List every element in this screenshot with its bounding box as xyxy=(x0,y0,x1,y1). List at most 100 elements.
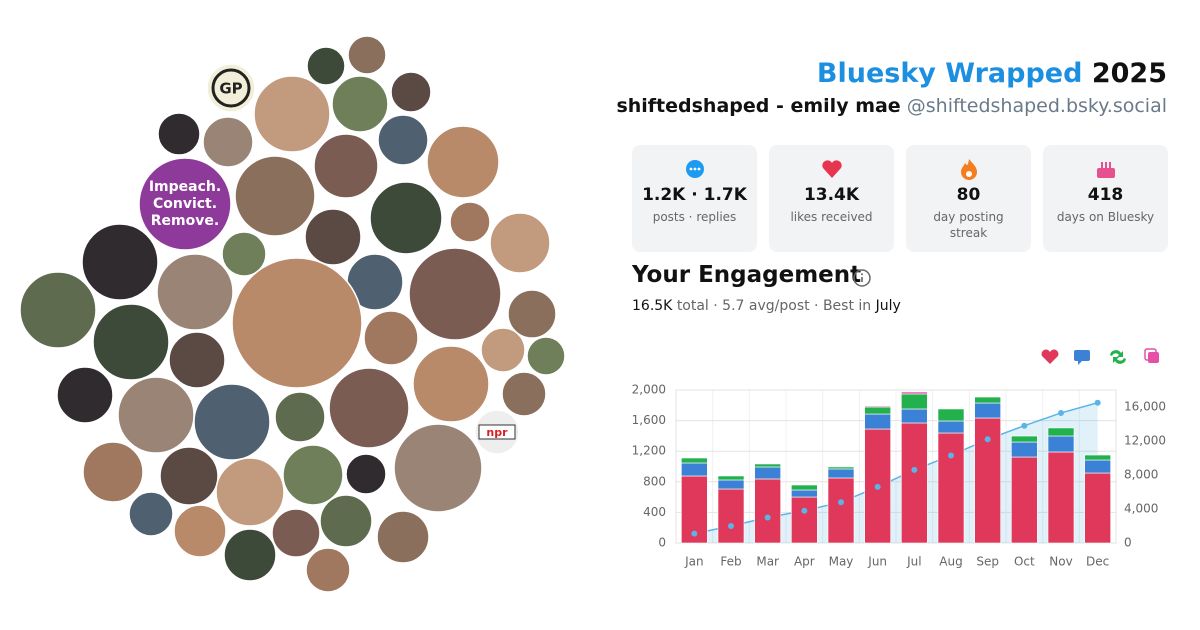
bar-segment xyxy=(717,479,745,490)
avatar[interactable] xyxy=(271,508,321,558)
avatar[interactable] xyxy=(501,371,547,417)
avatar[interactable] xyxy=(331,75,389,133)
avatar[interactable] xyxy=(274,391,326,443)
stat-label: likes received xyxy=(790,210,873,224)
info-icon[interactable] xyxy=(852,268,872,288)
avatar[interactable] xyxy=(480,327,526,373)
avatar[interactable] xyxy=(408,247,502,341)
x-tick-label: Jul xyxy=(906,555,921,569)
avatar[interactable] xyxy=(393,423,483,513)
avatar[interactable] xyxy=(345,453,387,495)
reply-icon xyxy=(686,160,704,178)
bar-segment xyxy=(864,413,891,430)
logo-ring xyxy=(211,68,251,108)
avg: · 5.7 avg/post · Best in xyxy=(713,298,872,314)
avatar[interactable] xyxy=(168,331,226,389)
avatar[interactable] xyxy=(215,457,285,527)
avatar[interactable] xyxy=(193,383,271,461)
x-tick-label: Nov xyxy=(1049,555,1072,569)
bar-segment xyxy=(901,391,928,395)
avatar[interactable] xyxy=(223,528,277,582)
legend-likes[interactable] xyxy=(1041,349,1059,364)
bar-segment xyxy=(974,396,1001,404)
total-value: 16.5K xyxy=(632,298,673,314)
avatar[interactable] xyxy=(117,376,195,454)
avatar[interactable] xyxy=(56,366,114,424)
avatar[interactable] xyxy=(221,231,267,277)
avatar[interactable] xyxy=(319,494,373,548)
user-handle: @shiftedshaped.bsky.social xyxy=(906,95,1167,117)
avatar[interactable] xyxy=(526,336,566,376)
avatar[interactable] xyxy=(202,116,254,168)
avatar[interactable] xyxy=(304,208,362,266)
avatar[interactable] xyxy=(376,510,430,564)
bar-segment xyxy=(791,484,818,491)
avatar[interactable] xyxy=(128,491,174,537)
avatar[interactable] xyxy=(231,257,363,389)
bar-segment xyxy=(937,432,965,544)
avatar[interactable] xyxy=(426,125,500,199)
line-point xyxy=(764,514,771,521)
line-point xyxy=(984,436,991,443)
avatar[interactable] xyxy=(253,75,331,153)
avatar[interactable] xyxy=(234,155,316,237)
badge-bg xyxy=(478,424,516,440)
avatar[interactable] xyxy=(369,181,443,255)
x-tick-label: Jan xyxy=(684,555,704,569)
line-point xyxy=(838,499,844,506)
bar-segment xyxy=(754,478,781,544)
title-text: Bluesky Wrapped xyxy=(816,58,1083,89)
engagement-summary: 16.5K total · 5.7 avg/post · Best in Jul… xyxy=(632,298,901,314)
y-tick-label: 800 xyxy=(643,474,666,488)
legend-reposts[interactable] xyxy=(1110,350,1126,364)
legend-replies[interactable] xyxy=(1074,350,1090,365)
line-point xyxy=(691,530,698,537)
logo-text: GP xyxy=(219,80,242,98)
bar-segment xyxy=(681,457,708,464)
avatar[interactable] xyxy=(363,310,419,366)
stat-card: 13.4K likes received xyxy=(769,145,894,252)
title: Bluesky Wrapped 2025 xyxy=(817,58,1167,89)
sign-line: Remove. xyxy=(151,213,219,229)
best-month: July xyxy=(875,298,901,314)
avatar[interactable] xyxy=(449,201,491,243)
avatar[interactable] xyxy=(282,444,344,506)
x-tick-label: Dec xyxy=(1086,555,1109,569)
avatar[interactable] xyxy=(489,212,551,274)
avatar[interactable] xyxy=(390,71,432,113)
line-point xyxy=(874,483,881,490)
bar-segment xyxy=(754,466,781,480)
avatar[interactable] xyxy=(313,133,379,199)
bar-segment xyxy=(901,393,928,410)
badge-text: npr xyxy=(486,426,508,439)
y-tick-label: 400 xyxy=(643,505,666,519)
avatar[interactable] xyxy=(347,35,387,75)
sign-line: Convict. xyxy=(153,196,217,212)
avatar[interactable] xyxy=(138,157,232,251)
bar-segment xyxy=(717,475,745,481)
bar-segment xyxy=(1047,451,1075,544)
avatar[interactable] xyxy=(306,46,346,86)
avatar[interactable] xyxy=(412,345,490,423)
user-line: shiftedshaped - emily mae @shiftedshaped… xyxy=(616,95,1167,117)
heart-icon xyxy=(822,160,842,178)
avatar[interactable] xyxy=(173,504,227,558)
avatar[interactable] xyxy=(156,253,234,331)
avatar[interactable] xyxy=(92,303,170,381)
avatar[interactable] xyxy=(159,446,219,506)
avatar[interactable] xyxy=(328,367,410,449)
y2-tick-label: 4,000 xyxy=(1124,502,1158,516)
legend-quotes[interactable] xyxy=(1148,352,1159,363)
avatar[interactable] xyxy=(507,289,557,339)
y-tick-label: 2,000 xyxy=(632,383,666,397)
avatar[interactable] xyxy=(82,441,144,503)
x-tick-label: May xyxy=(829,555,854,569)
avatar[interactable] xyxy=(81,223,159,301)
avatar[interactable] xyxy=(305,547,351,593)
avatar[interactable] xyxy=(19,271,97,349)
bar-segment xyxy=(864,406,891,415)
bar-segment xyxy=(901,422,928,544)
avatar[interactable] xyxy=(157,112,201,156)
avatar[interactable] xyxy=(377,114,429,166)
